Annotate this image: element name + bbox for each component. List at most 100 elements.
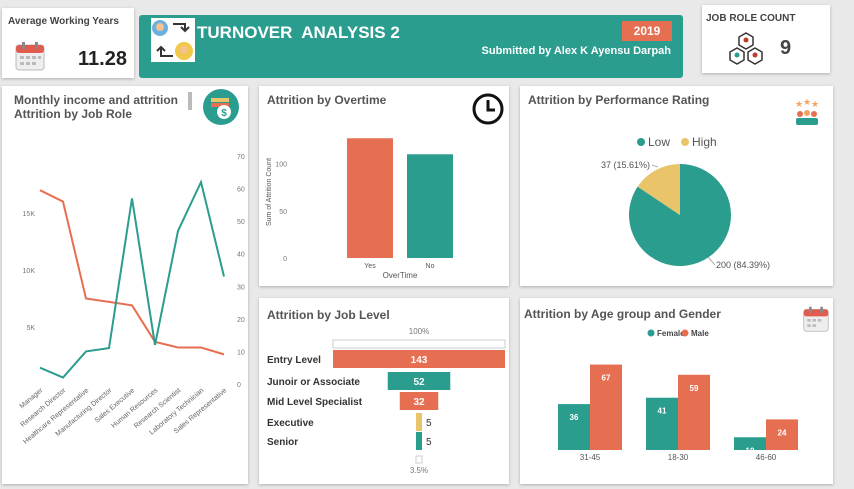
turnover-logo-icon — [151, 18, 195, 62]
legend-label-low: Low — [648, 135, 670, 149]
job-level-value: 52 — [413, 377, 425, 388]
age-group-tick: 31-45 — [580, 453, 601, 462]
left-axis-tick: 10K — [23, 268, 36, 275]
submitted-by: Submitted by Alex K Ayensu Darpah — [481, 45, 671, 57]
right-axis-tick: 20 — [237, 317, 245, 324]
pie-slice-high — [637, 164, 680, 215]
calendar-icon — [803, 306, 829, 332]
age-gender-bar-male — [678, 374, 710, 450]
job-role-count-value: 9 — [780, 37, 792, 59]
legend-label-female: Female — [657, 329, 685, 338]
age-group-tick: 46-60 — [756, 453, 777, 462]
job-level-label: Senior — [267, 437, 298, 448]
chart-title-age-gender: Attrition by Age group and Gender — [524, 307, 721, 321]
job-level-bar — [333, 350, 505, 368]
age-gender-value: 36 — [570, 413, 579, 422]
right-axis-tick: 50 — [237, 219, 245, 226]
calendar-icon — [15, 42, 45, 71]
job-level-value: 143 — [411, 355, 428, 366]
data-label-high: 37 (15.61%) — [601, 160, 650, 170]
age-gender-bar-male — [766, 419, 798, 450]
age-gender-bar-male — [590, 364, 622, 450]
y-axis-tick: 0 — [283, 256, 287, 263]
job-level-bar — [387, 372, 451, 390]
funnel-bottom-track — [415, 455, 423, 464]
right-axis-tick: 30 — [237, 284, 245, 291]
age-gender-value: 41 — [658, 407, 667, 416]
y-axis-tick: 50 — [279, 209, 287, 216]
funnel-top-track — [332, 339, 506, 349]
overtime-chart-card: Attrition by Overtime Sum of Attrition C… — [259, 86, 509, 286]
page-title: TURNOVER ANALYSIS 2 — [197, 23, 400, 42]
age-gender-bar-chart: Female Male 36 67 31-45 41 59 18-30 10 24 46-60 — [558, 329, 798, 462]
chart-title-job-role: Monthly income and attrition Attrition b… — [14, 93, 178, 121]
age-group-tick: 18-30 — [668, 453, 689, 462]
chart-title-overtime: Attrition by Overtime — [267, 93, 387, 107]
svg-text:★: ★ — [803, 98, 811, 107]
performance-pie-chart: Low High 200 (84.39%) 37 (15.61%) — [601, 135, 770, 270]
age-gender-value: 59 — [690, 384, 699, 393]
team-icon — [729, 32, 763, 65]
job-level-chart-card: Attrition by Job Level 100% Entry Level 14… — [259, 298, 509, 484]
svg-text:$: $ — [221, 108, 227, 119]
star-team-icon: ★ ★ ★ — [795, 98, 819, 125]
legend-label-male: Male — [691, 329, 709, 338]
age-gender-bar-female — [734, 437, 766, 450]
job-level-bar — [415, 432, 423, 450]
job-level-value: 5 — [426, 418, 432, 429]
legend-label-high: High — [692, 135, 717, 149]
chart-title-job-level: Attrition by Job Level — [267, 308, 390, 322]
job-level-bar — [415, 413, 423, 431]
right-axis-tick: 40 — [237, 252, 245, 259]
funnel-bottom-percent: 3.5% — [410, 466, 428, 475]
performance-chart-card: Attrition by Performance Rating ★ ★ ★ Low H… — [520, 86, 833, 286]
job-role-chart-card: Monthly income and attrition Attrition b… — [2, 86, 248, 484]
job-level-value: 5 — [426, 437, 432, 448]
data-label-low: 200 (84.39%) — [716, 260, 770, 270]
overtime-bar-yes — [347, 138, 393, 258]
year-badge: 2019 — [622, 21, 672, 41]
job-role-count-card: JOB ROLE COUNT 9 — [702, 5, 830, 73]
clock-icon — [472, 93, 504, 125]
overtime-bar-no — [407, 154, 453, 258]
age-gender-value: 10 — [746, 446, 755, 455]
right-axis-tick: 60 — [237, 187, 245, 194]
age-gender-value: 24 — [778, 428, 787, 437]
avg-years-value: 11.28 — [78, 48, 127, 70]
x-axis-tick: Yes — [364, 263, 376, 270]
chart-title-performance: Attrition by Performance Rating — [528, 93, 710, 107]
job-level-label: Entry Level — [267, 355, 321, 366]
legend-marker-high — [681, 138, 689, 146]
y-axis-tick: 100 — [275, 162, 287, 169]
right-axis-tick: 70 — [237, 154, 245, 161]
age-gender-bar-female — [558, 404, 590, 450]
job-level-funnel-chart: 100% Entry Level 143 Junoir or Associate 52 M… — [267, 327, 506, 475]
header-banner: TURNOVER ANALYSIS 2 2019 Submitted by Al… — [139, 15, 683, 78]
job-role-tick-label: Sales Executive — [94, 387, 137, 424]
left-axis-tick: 5K — [26, 325, 35, 332]
job-level-label: Junoir or Associate — [267, 377, 360, 388]
attrition-series-line — [39, 179, 225, 379]
legend-marker-low — [637, 138, 645, 146]
right-axis-tick: 10 — [237, 349, 245, 356]
job-level-label: Executive — [267, 418, 314, 429]
job-level-bar — [399, 392, 439, 410]
x-axis-tick: No — [426, 263, 435, 270]
money-icon: $ — [203, 89, 239, 125]
age-gender-bar-female — [646, 397, 678, 450]
label-leader-low — [707, 256, 716, 266]
overtime-bar-chart: Sum of Attrition Count 100 50 0 Yes No OverTim… — [266, 138, 453, 280]
age-gender-chart-card: Attrition by Age group and Gender Female… — [520, 298, 833, 484]
job-level-label: Mid Level Specialist — [267, 397, 363, 408]
svg-text:★: ★ — [795, 99, 803, 109]
income-series-line — [39, 189, 225, 356]
funnel-top-percent: 100% — [409, 327, 429, 336]
scroll-indicator[interactable] — [188, 92, 192, 110]
svg-text:★: ★ — [811, 99, 819, 109]
right-axis-tick: 0 — [237, 382, 241, 389]
legend-marker-male — [681, 329, 689, 337]
left-axis-tick: 15K — [23, 211, 36, 218]
x-axis-label: OverTime — [383, 271, 418, 280]
avg-years-label: Average Working Years — [8, 16, 119, 27]
